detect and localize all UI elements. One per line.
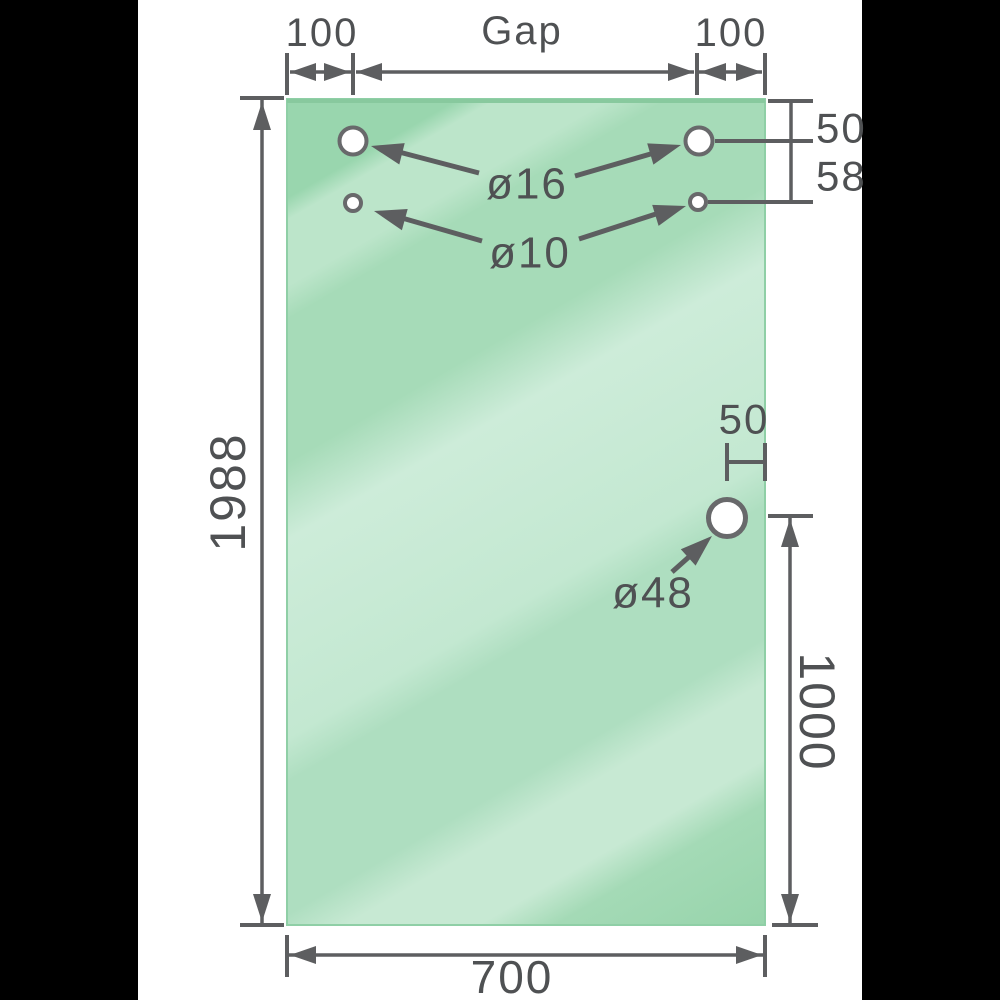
arrowhead-1000-bottom <box>781 894 799 922</box>
hole-16-right-icon <box>683 125 715 157</box>
label-hole10-diameter: ø10 <box>489 229 571 278</box>
callout-line-hole10-left <box>401 215 483 244</box>
label-handle-height: 1000 <box>789 652 845 771</box>
arrowhead-left-100-left <box>290 63 316 81</box>
arrowhead-gap-left <box>356 63 382 81</box>
height-dimension: 1988 <box>200 96 284 927</box>
arrowhead-right-100-left <box>700 63 726 81</box>
label-panel-height: 1988 <box>200 432 256 551</box>
handle-height-dimension: 1000 <box>768 514 845 927</box>
label-hole-spacing: 58 <box>816 153 867 200</box>
letterbox-left <box>0 0 138 1000</box>
arrowhead-width-right <box>736 946 762 964</box>
arrowhead-1000-top <box>781 519 799 547</box>
arrowhead-hole48 <box>680 536 712 566</box>
top-dimension-arrowheads <box>290 63 762 81</box>
letterbox-right <box>862 0 1000 1000</box>
label-hole48-diameter: ø48 <box>612 569 694 618</box>
callout-line-hole48 <box>670 554 692 574</box>
label-edge-to-hole: 50 <box>816 105 867 152</box>
arrowhead-hole16-left <box>371 143 405 165</box>
arrowhead-hole16-right <box>647 143 681 165</box>
glass-panel <box>286 98 766 926</box>
hole10-callout: ø10 <box>374 204 686 278</box>
arrowhead-height-top <box>253 102 271 130</box>
callout-line-hole16-right <box>574 150 655 179</box>
hole-10-right-icon <box>688 192 708 212</box>
handle-offset-dimension: 50 <box>719 396 770 481</box>
callout-line-hole10-right <box>578 210 660 242</box>
hole16-callout: ø16 <box>371 143 681 209</box>
arrowhead-right-100-right <box>736 63 762 81</box>
arrowhead-width-left <box>290 946 316 964</box>
label-gap: Gap <box>481 9 563 53</box>
hole48-callout: ø48 <box>612 536 712 618</box>
arrowhead-hole10-left <box>374 209 408 231</box>
label-panel-width: 700 <box>471 951 554 1000</box>
hole-16-left-icon <box>337 125 369 157</box>
label-left-offset: 100 <box>286 11 359 55</box>
hole-48-handle-icon <box>706 497 748 539</box>
arrowhead-height-bottom <box>253 894 271 922</box>
callout-line-hole16-left <box>398 149 480 176</box>
top-dimension-ticks <box>285 53 767 95</box>
arrowhead-hole10-right <box>652 204 686 226</box>
arrowhead-gap-right <box>668 63 694 81</box>
label-handle-offset: 50 <box>719 396 770 443</box>
width-dimension: 700 <box>285 935 767 1000</box>
label-hole16-diameter: ø16 <box>486 160 568 209</box>
hole-10-left-icon <box>343 193 363 213</box>
label-right-offset: 100 <box>695 11 768 55</box>
arrowhead-left-100-right <box>324 63 350 81</box>
hole-offset-dimension: 50 58 <box>708 99 867 204</box>
